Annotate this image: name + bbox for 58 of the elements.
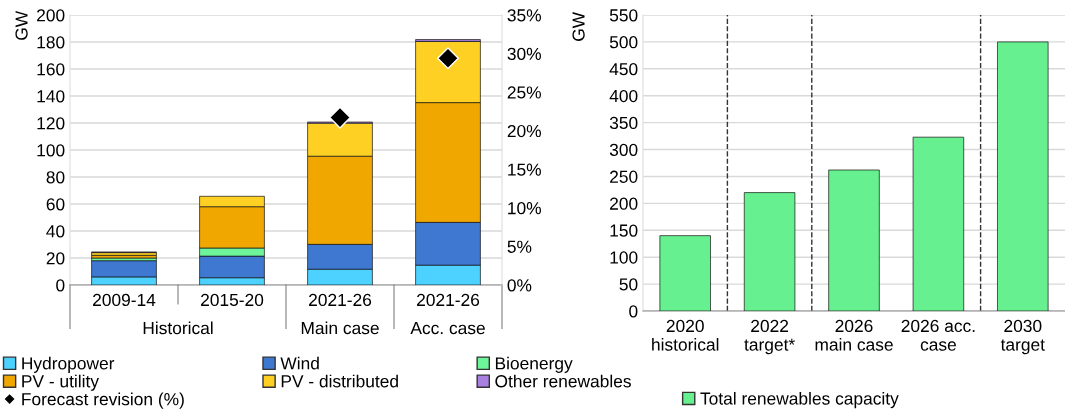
y2-tick-label: 25% [507,86,541,99]
bar [659,235,711,311]
legend-label: PV - utility [22,374,99,391]
y-tick-label: 400 [609,89,638,103]
y-tick-label: 300 [609,143,638,157]
y-tick-label: 200 [37,9,65,22]
legend-label: Forecast revision (%) [22,392,184,409]
y-tick-label: 250 [610,170,638,183]
y-axis-title: GW [572,11,585,41]
bar [828,169,880,311]
y-tick-label: 0 [56,279,65,292]
y-tick-label: 200 [610,197,638,210]
y-tick-label: 40 [46,225,65,238]
legend-label: Hydropower [22,356,115,373]
bar [912,136,965,311]
y-tick-label: 150 [610,224,638,237]
y-tick-label: 80 [46,171,65,184]
y-tick-label: 180 [37,36,65,49]
x-tick-label: 2022 target* [744,319,795,355]
y2-tick-label: 20% [507,124,541,138]
y-axis-title: GW [15,10,28,40]
y2-tick-label: 15% [508,163,541,176]
y-tick-label: 450 [609,62,638,76]
bar [743,192,796,311]
y2-tick-label: 30% [507,47,541,61]
legend-label: Wind [280,356,319,370]
y-tick-label: 100 [610,251,638,264]
y-tick-label: 500 [609,36,638,49]
x-tick-label: 2021-26 [309,293,372,307]
y-tick-label: 550 [609,9,638,22]
y2-tick-label: 5% [507,240,532,253]
legend-label: Other renewables [495,374,631,388]
y2-tick-label: 35% [507,9,541,22]
y-tick-label: 350 [609,116,638,130]
y-tick-label: 100 [37,144,65,157]
y-tick-label: 0 [629,305,638,318]
text: Historical [143,321,213,335]
y-tick-label: 50 [619,278,638,291]
x-tick-label: 2015-20 [201,293,264,307]
legend-label: PV - distributed [281,374,398,388]
y-tick-label: 20 [46,252,65,265]
x-tick-label: 2030 target [1000,319,1045,355]
y-tick-label: 140 [37,90,65,103]
legend-label: Total renewables capacity [700,391,899,409]
x-tick-label: 2021-26 [417,293,480,307]
x-tick-label: 2026 acc. case [901,319,975,351]
x-tick-label: 2009-14 [93,293,156,307]
y-tick-label: 60 [46,198,65,211]
x-tick-label: 2020 historical [652,319,719,351]
y-tick-label: 120 [37,117,65,130]
legend-label: Bioenergy [495,356,573,373]
y-tick-label: 160 [37,63,65,76]
text: Main case [301,321,379,335]
x-tick-label: 2026 main case [815,319,893,351]
text: Acc. case [410,322,485,335]
y2-tick-label: 10% [508,202,541,215]
y2-tick-label: 0% [507,279,532,292]
bar [997,41,1049,311]
